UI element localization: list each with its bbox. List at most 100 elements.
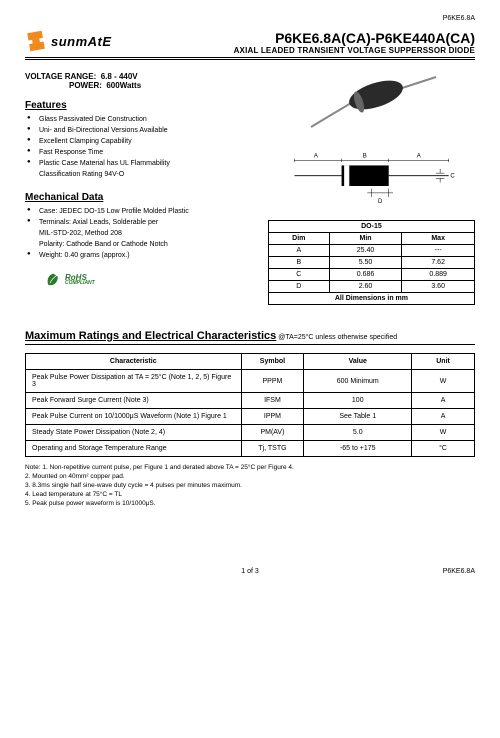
char-cell: W [412, 425, 475, 441]
char-cell: Steady State Power Dissipation (Note 2, … [26, 425, 242, 441]
page-number: 1 of 3 [175, 568, 325, 575]
sub-title: AXIAL LEADED TRANSIENT VOLTAGE SUPPERSSO… [234, 46, 475, 55]
char-cell: Tj, TSTG [241, 441, 304, 457]
dimension-table: DO-15 DimMinMax A25.40---B5.507.62C0.686… [268, 220, 475, 305]
char-cell: IPPM [241, 409, 304, 425]
dim-col: Dim [268, 233, 329, 245]
note-line: 4. Lead temperature at 75°C = TL [25, 490, 475, 499]
rohs-badge: RoHS COMPLIANT [45, 272, 253, 288]
mechanical-list: Case: JEDEC DO-15 Low Profile Molded Pla… [25, 207, 253, 260]
dim-cell: 2.60 [329, 281, 402, 293]
voltage-label: VOLTAGE RANGE: 6.8 - 440V [25, 72, 138, 81]
dim-cell: 3.60 [402, 281, 475, 293]
char-cell: A [412, 393, 475, 409]
dim-cell: 0.889 [402, 269, 475, 281]
page-header-part: P6KE6.8A [25, 15, 475, 22]
dim-cell: 0.686 [329, 269, 402, 281]
char-cell: W [412, 370, 475, 393]
dim-cell: 5.50 [329, 257, 402, 269]
note-line: Note: 1. Non-repetitive current pulse, p… [25, 463, 475, 472]
note-line: 3. 8.3ms single half sine-wave duty cycl… [25, 481, 475, 490]
max-ratings-section: Maximum Ratings and Electrical Character… [25, 330, 475, 508]
dim-row: C0.6860.889 [268, 269, 474, 281]
char-cell: Peak Pulse Power Dissipation at TA = 25°… [26, 370, 242, 393]
svg-text:D: D [378, 199, 383, 205]
note-line: 5. Peak pulse power waveform is 10/1000μ… [25, 499, 475, 508]
feature-item: Excellent Clamping Capability [25, 137, 253, 146]
char-cell: IFSM [241, 393, 304, 409]
dim-col: Max [402, 233, 475, 245]
char-cell: -65 to +175 [304, 441, 412, 457]
svg-text:B: B [363, 154, 367, 160]
char-row: Peak Pulse Current on 10/1000μS Waveform… [26, 409, 475, 425]
mechanical-heading: Mechanical Data [25, 192, 253, 203]
max-ratings-condition: @TA=25°C unless otherwise specified [276, 334, 397, 341]
mechanical-item: Polarity: Cathode Band or Cathode Notch [25, 240, 253, 249]
mechanical-item: MIL-STD-202, Method 208 [25, 229, 253, 238]
dim-cell: C [268, 269, 329, 281]
char-col: Characteristic [26, 354, 242, 370]
char-cell: PPPM [241, 370, 304, 393]
char-cell: 5.0 [304, 425, 412, 441]
char-row: Peak Forward Surge Current (Note 3)IFSM1… [26, 393, 475, 409]
dim-cell: B [268, 257, 329, 269]
feature-item: Glass Passivated Die Construction [25, 115, 253, 124]
char-col: Unit [412, 354, 475, 370]
dim-cell: 25.40 [329, 245, 402, 257]
char-col: Value [304, 354, 412, 370]
svg-text:A: A [417, 154, 421, 160]
logo-icon [25, 30, 47, 52]
char-col: Symbol [241, 354, 304, 370]
divider [25, 344, 475, 345]
right-column: A B A C D DO-15 DimMinMax A25.40---B5.50… [268, 72, 475, 305]
notes-block: Note: 1. Non-repetitive current pulse, p… [25, 463, 475, 508]
rohs-text: RoHS COMPLIANT [65, 274, 95, 286]
title-block: P6KE6.8A(CA)-P6KE440A(CA) AXIAL LEADED T… [234, 30, 475, 55]
leaf-icon [45, 272, 61, 288]
power-label: POWER: 600Watts [69, 81, 141, 90]
dim-row: A25.40--- [268, 245, 474, 257]
char-row: Peak Pulse Power Dissipation at TA = 25°… [26, 370, 475, 393]
logo-block: sunmAtE [25, 30, 112, 52]
mechanical-item: Case: JEDEC DO-15 Low Profile Molded Pla… [25, 207, 253, 216]
char-cell: 600 Minimum [304, 370, 412, 393]
features-list: Glass Passivated Die Construction Uni- an… [25, 115, 253, 180]
feature-item: Uni- and Bi-Directional Versions Availab… [25, 126, 253, 135]
feature-item: Plastic Case Material has UL Flammabilit… [25, 159, 253, 168]
char-cell: Peak Forward Surge Current (Note 3) [26, 393, 242, 409]
char-cell: 100 [304, 393, 412, 409]
dim-cell: D [268, 281, 329, 293]
part-title: P6KE6.8A(CA)-P6KE440A(CA) [234, 30, 475, 46]
divider [25, 57, 475, 58]
characteristics-table: CharacteristicSymbolValueUnit Peak Pulse… [25, 353, 475, 457]
title-row: sunmAtE P6KE6.8A(CA)-P6KE440A(CA) AXIAL … [25, 30, 475, 55]
dimension-drawing: A B A C D [268, 150, 475, 210]
page-footer: 1 of 3 P6KE6.8A [25, 568, 475, 575]
char-cell: A [412, 409, 475, 425]
feature-item: Classification Rating 94V-O [25, 170, 253, 179]
two-column-layout: VOLTAGE RANGE: 6.8 - 440V POWER: 600Watt… [25, 72, 475, 305]
features-heading: Features [25, 100, 253, 111]
feature-item: Fast Response Time [25, 148, 253, 157]
max-ratings-heading: Maximum Ratings and Electrical Character… [25, 330, 276, 342]
voltage-power-specs: VOLTAGE RANGE: 6.8 - 440V POWER: 600Watt… [25, 72, 253, 90]
dim-row: D2.603.60 [268, 281, 474, 293]
dim-cell: 7.62 [402, 257, 475, 269]
char-cell: °C [412, 441, 475, 457]
left-column: VOLTAGE RANGE: 6.8 - 440V POWER: 600Watt… [25, 72, 253, 305]
svg-text:C: C [450, 173, 455, 179]
svg-text:A: A [314, 154, 318, 160]
char-cell: Peak Pulse Current on 10/1000μS Waveform… [26, 409, 242, 425]
note-line: 2. Mounted on 40mm² copper pad. [25, 472, 475, 481]
diode-image [268, 72, 475, 142]
dim-cell: --- [402, 245, 475, 257]
dim-table-title: DO-15 [268, 221, 474, 233]
char-row: Operating and Storage Temperature RangeT… [26, 441, 475, 457]
char-row: Steady State Power Dissipation (Note 2, … [26, 425, 475, 441]
char-cell: Operating and Storage Temperature Range [26, 441, 242, 457]
char-cell: See Table 1 [304, 409, 412, 425]
brand-text: sunmAtE [51, 34, 112, 49]
divider [25, 59, 475, 60]
dim-col: Min [329, 233, 402, 245]
mechanical-item: Weight: 0.40 grams (approx.) [25, 251, 253, 260]
